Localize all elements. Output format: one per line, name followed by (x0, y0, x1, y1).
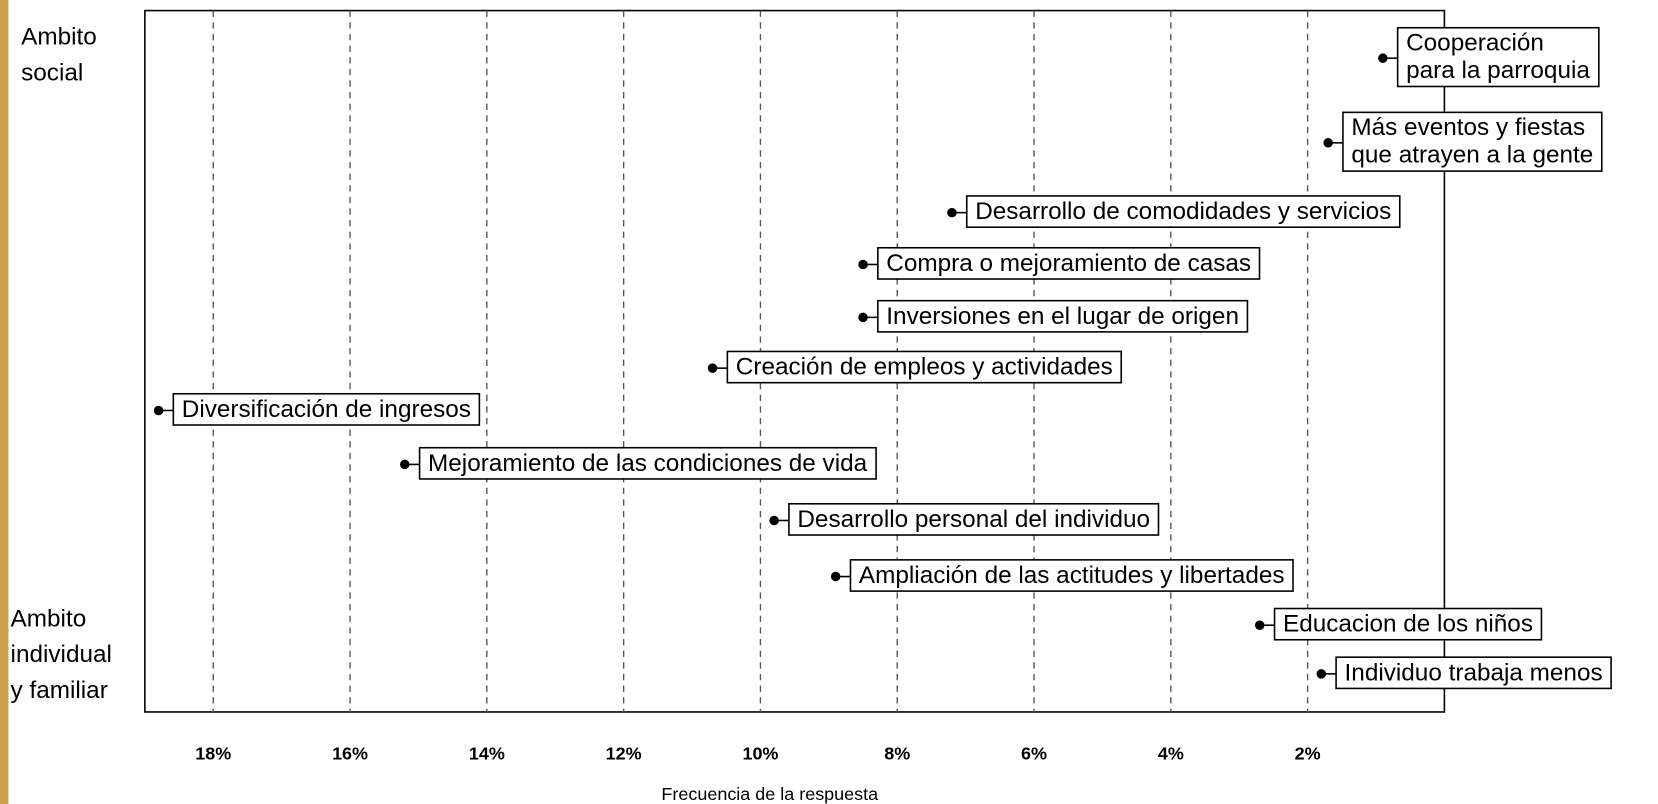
label-box (877, 299, 1249, 333)
annotation: Ambito individual y familiar (11, 605, 112, 704)
category-label: Desarrollo personal del individuo (797, 506, 1150, 533)
point-label: Cooperación para la parroquia (1382, 26, 1600, 88)
point-label: Individuo trabaja menos (1321, 656, 1612, 690)
dot (858, 259, 868, 270)
label-box (877, 246, 1261, 280)
x-tick-label: 14% (469, 744, 505, 764)
x-tick-label: 6% (1021, 744, 1047, 764)
x-tick-label: 18% (195, 744, 231, 764)
category-label: Educacion de los niños (1283, 611, 1533, 638)
category-label: Creación de empleos y actividades (736, 354, 1113, 381)
point-label: Diversificación de ingresos (158, 392, 481, 426)
label-box (418, 446, 877, 480)
dot (1378, 53, 1388, 63)
dot (707, 363, 718, 373)
dot (1316, 669, 1327, 679)
dot (830, 571, 841, 582)
x-tick-label: 8% (884, 744, 910, 764)
side-strip (0, 0, 9, 804)
label-box (788, 502, 1160, 536)
dot (769, 515, 779, 526)
point-label: Ampliación de las actitudes y libertades (835, 559, 1294, 592)
label-box (849, 559, 1294, 592)
dot (1254, 620, 1265, 630)
x-axis-label: Frecuencia de la respuesta (661, 784, 878, 804)
x-tick-label: 12% (606, 744, 642, 764)
point-label: Inversiones en el lugar de origen (863, 299, 1249, 333)
category-label: Inversiones en el lugar de origen (886, 303, 1239, 330)
label-box (1342, 111, 1603, 172)
x-tick-label: 4% (1158, 744, 1184, 764)
category-label: Cooperación para la parroquia (1406, 30, 1590, 85)
category-label: Compra o mejoramiento de casas (886, 250, 1251, 277)
label-box (1273, 607, 1543, 641)
label-box (1396, 26, 1600, 88)
label-box (965, 195, 1401, 228)
point-label: Desarrollo de comodidades y servicios (951, 195, 1401, 228)
category-label: Más eventos y fiestas que atrayen a la ge… (1351, 114, 1593, 169)
label-box (726, 350, 1123, 384)
point-label: Más eventos y fiestas que atrayen a la ge… (1328, 111, 1603, 172)
point-label: Mejoramiento de las condiciones de vida (404, 446, 877, 480)
label-box (172, 392, 481, 426)
x-tick-label: 10% (742, 744, 778, 764)
label-box (1335, 656, 1612, 690)
point-label: Creación de empleos y actividades (712, 350, 1123, 384)
x-tick-label: 2% (1295, 744, 1321, 764)
dot (1323, 138, 1333, 148)
category-label: Ampliación de las actitudes y libertades (859, 562, 1285, 589)
category-label: Individuo trabaja menos (1345, 659, 1603, 686)
dot (400, 459, 410, 470)
point-label: Compra o mejoramiento de casas (863, 246, 1261, 280)
point-label: Desarrollo personal del individuo (774, 502, 1160, 536)
point-label: Educacion de los niños (1259, 607, 1543, 641)
dot (947, 207, 957, 218)
category-label: Desarrollo de comodidades y servicios (975, 198, 1391, 225)
dot (858, 312, 868, 323)
x-tick-label: 16% (332, 744, 368, 764)
dot (153, 405, 164, 416)
annotation: Ambito social (21, 23, 97, 86)
category-label: Diversificación de ingresos (182, 396, 471, 423)
category-label: Mejoramiento de las condiciones de vida (428, 450, 868, 477)
